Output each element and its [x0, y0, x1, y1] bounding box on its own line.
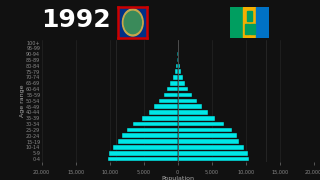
Bar	[178, 75, 183, 80]
Bar	[109, 151, 178, 156]
Bar	[142, 116, 178, 121]
Bar	[178, 104, 202, 109]
X-axis label: Population: Population	[161, 176, 194, 180]
Bar	[178, 145, 244, 150]
Bar	[178, 122, 224, 126]
Bar	[178, 139, 239, 144]
Bar	[172, 75, 178, 80]
Bar	[122, 134, 178, 138]
Bar	[118, 139, 178, 144]
Bar	[164, 93, 178, 97]
Bar	[178, 128, 232, 132]
Bar	[174, 69, 178, 74]
Bar	[167, 87, 178, 91]
Bar	[159, 98, 178, 103]
Bar	[133, 122, 178, 126]
Bar	[177, 58, 178, 62]
Bar	[243, 7, 256, 38]
Bar	[149, 110, 178, 115]
Bar	[256, 7, 269, 38]
Bar	[178, 98, 196, 103]
Bar	[178, 116, 215, 121]
Text: 1992: 1992	[42, 8, 111, 32]
Bar	[108, 157, 178, 161]
Bar	[178, 93, 192, 97]
Ellipse shape	[123, 9, 143, 36]
Bar	[178, 134, 237, 138]
Ellipse shape	[124, 11, 141, 34]
Bar	[178, 87, 188, 91]
Bar	[178, 110, 208, 115]
Bar	[178, 64, 180, 68]
Bar	[178, 69, 181, 74]
Bar	[127, 128, 178, 132]
Bar	[178, 151, 248, 156]
Bar	[155, 104, 178, 109]
Bar	[178, 81, 185, 86]
Bar	[230, 7, 243, 38]
Bar	[113, 145, 178, 150]
Bar	[176, 64, 178, 68]
Y-axis label: Age range: Age range	[20, 85, 25, 117]
Bar	[170, 81, 178, 86]
Bar	[178, 58, 179, 62]
Bar	[178, 157, 249, 161]
